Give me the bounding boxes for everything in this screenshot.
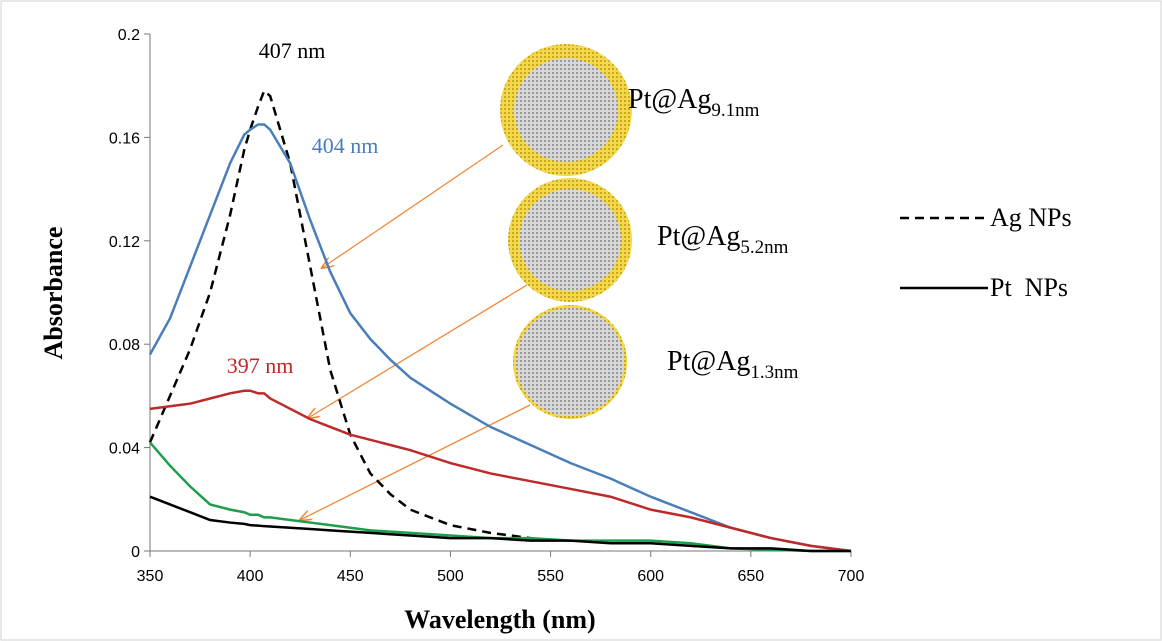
x-tick-label: 350 (137, 568, 164, 585)
series-line (149, 441, 851, 553)
peak-label: 407 nm (259, 38, 326, 63)
y-tick-label: 0.04 (109, 441, 140, 458)
series-line (149, 495, 851, 553)
arrows (300, 144, 531, 520)
shell-label-base: Pt@Ag (667, 346, 750, 377)
x-tick-label: 600 (637, 568, 664, 585)
y-tick-label: 0 (131, 544, 140, 561)
x-tick-label: 450 (337, 568, 364, 585)
x-tick-label: 700 (838, 568, 865, 585)
shell-label: Pt@Ag9.1nm (628, 84, 760, 121)
y-tick-label: 0.2 (118, 27, 140, 44)
series-line (149, 389, 852, 553)
y-tick-label: 0.16 (109, 130, 140, 147)
x-tick-label: 500 (437, 568, 464, 585)
series-line (148, 88, 531, 540)
shell-label-sub: 1.3nm (750, 362, 798, 383)
legend-label: Pt NPs (990, 273, 1068, 302)
peak-label: 397 nm (227, 353, 294, 378)
shell-label: Pt@Ag1.3nm (667, 346, 799, 383)
shell-label: Pt@Ag5.2nm (657, 221, 789, 258)
y-tick-label: 0.12 (109, 234, 140, 251)
shell-icons (500, 44, 632, 419)
series-line (148, 123, 852, 553)
y-tick-label: 0.08 (109, 337, 140, 354)
x-tick-label: 400 (237, 568, 264, 585)
x-axis-title: Wavelength (nm) (404, 605, 595, 634)
peak-label: 404 nm (312, 133, 379, 158)
legend-label: Ag NPs (990, 203, 1072, 232)
shell-label-base: Pt@Ag (628, 84, 711, 115)
shell-label-base: Pt@Ag (657, 221, 740, 252)
y-axis-title: Absorbance (39, 227, 68, 360)
shell-label-sub: 9.1nm (711, 100, 759, 121)
x-tick-label: 650 (738, 568, 765, 585)
x-tick-label: 550 (537, 568, 564, 585)
shell-label-sub: 5.2nm (740, 237, 788, 258)
